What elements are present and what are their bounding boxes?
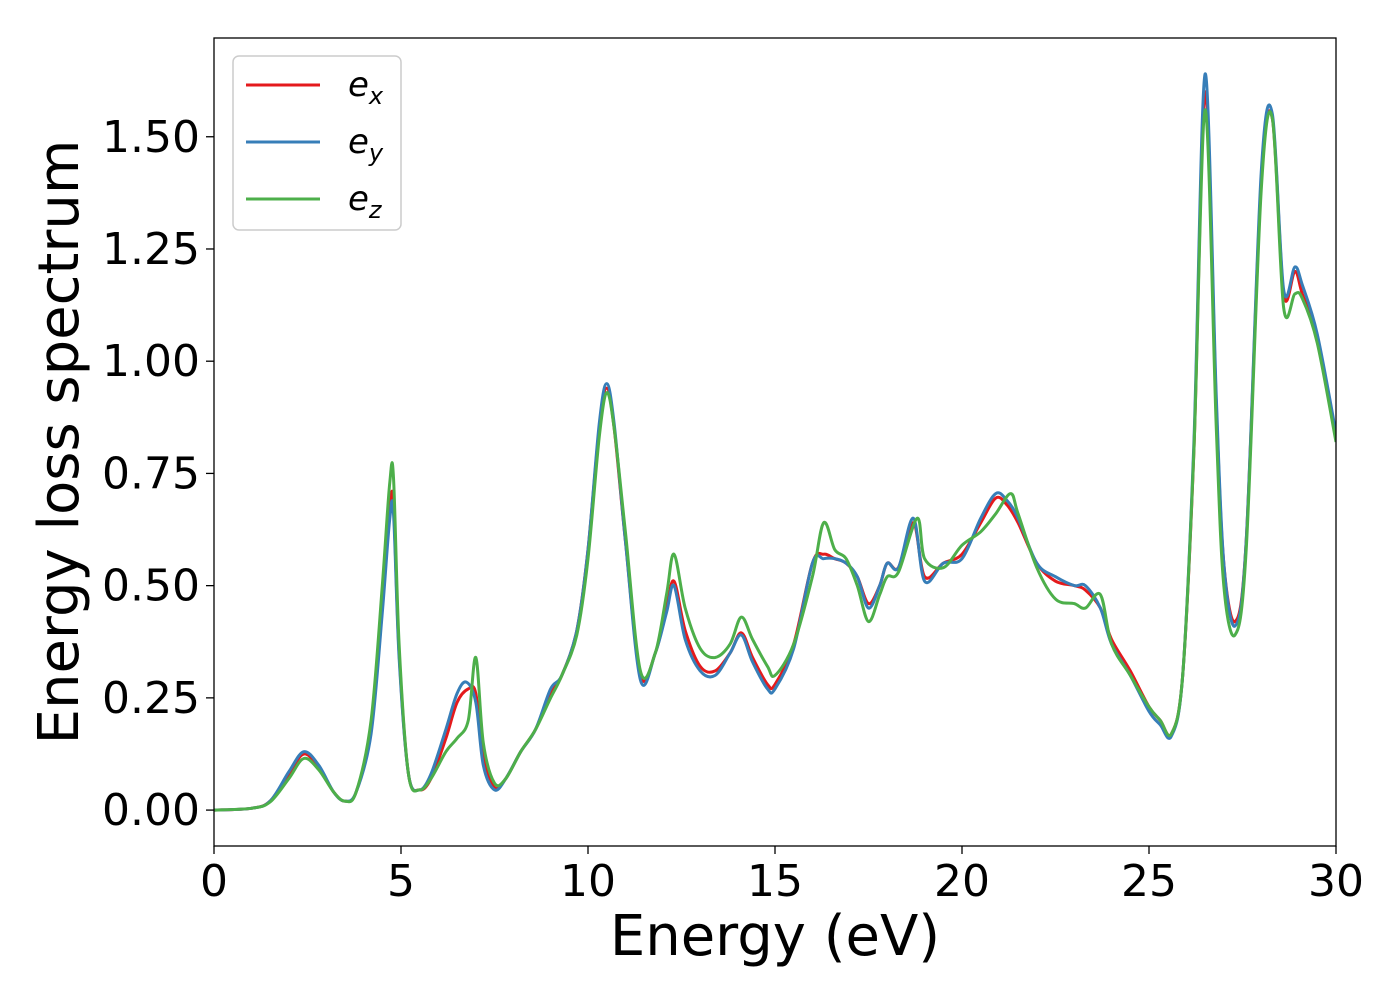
x-tick-label: 20	[934, 856, 990, 907]
legend-label-base: e	[348, 179, 369, 219]
legend-label-base: e	[348, 122, 369, 162]
legend-label-e-z: ez	[348, 179, 383, 224]
y-tick-label: 1.50	[102, 112, 200, 163]
y-tick-label: 0.75	[102, 448, 200, 499]
x-tick-label: 30	[1308, 856, 1364, 907]
x-tick-label: 10	[560, 856, 616, 907]
legend-label-base: e	[348, 65, 369, 105]
legend-label-e-y: ey	[348, 122, 384, 167]
x-tick-label: 0	[200, 856, 228, 907]
x-tick-label: 15	[747, 856, 803, 907]
legend-label-subscript: y	[368, 139, 384, 167]
y-tick-label: 1.00	[102, 336, 200, 387]
legend-label-subscript: z	[368, 196, 383, 224]
x-axis-ticks: 0 5 10 15 20 25 30	[200, 846, 1364, 907]
series-layer	[214, 72, 1336, 812]
legend-label-e-x: ex	[348, 65, 384, 110]
y-axis-ticks: 0.00 0.25 0.50 0.75 1.00 1.25 1.50	[102, 112, 214, 836]
y-tick-label: 0.50	[102, 561, 200, 612]
legend-label-subscript: x	[368, 82, 384, 110]
series-line-e-z	[214, 108, 1336, 812]
y-axis-title: Energy loss spectrum	[27, 140, 92, 745]
y-tick-label: 0.00	[102, 785, 200, 836]
y-tick-label: 0.25	[102, 673, 200, 724]
x-axis-title: Energy (eV)	[610, 904, 940, 969]
y-tick-label: 1.25	[102, 224, 200, 275]
x-tick-label: 5	[387, 856, 415, 907]
x-tick-label: 25	[1121, 856, 1177, 907]
